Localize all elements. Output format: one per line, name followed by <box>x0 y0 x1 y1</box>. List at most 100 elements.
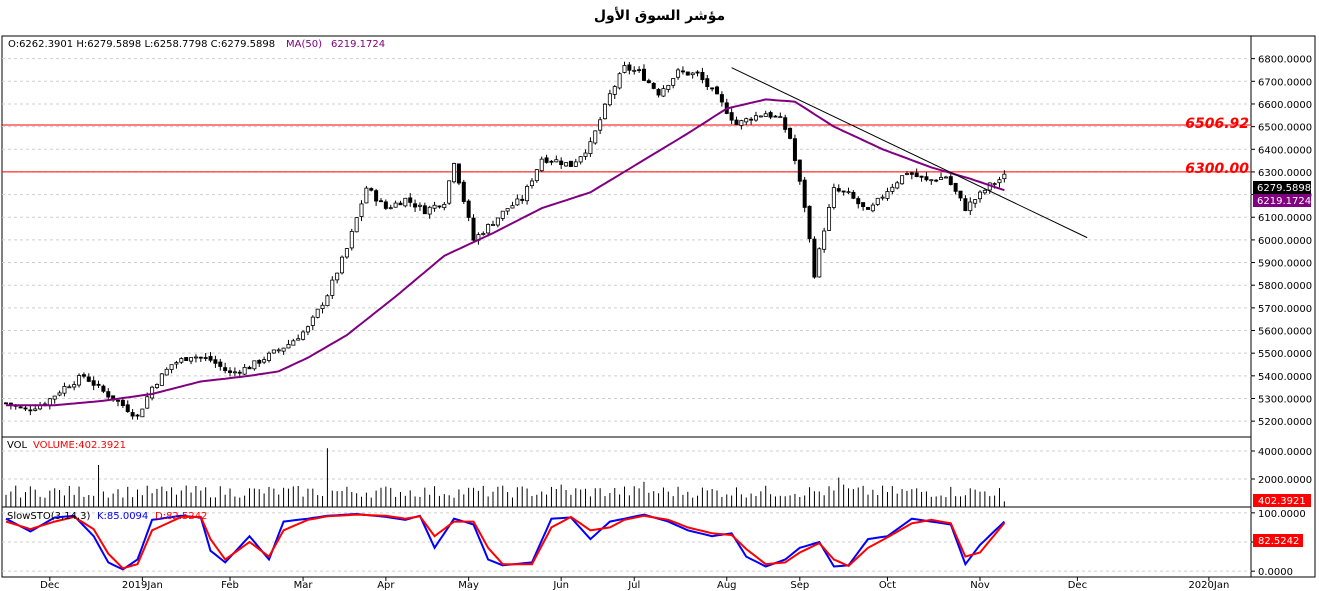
candle-body <box>593 130 598 144</box>
candle-body <box>622 65 627 73</box>
candle-body <box>72 384 77 388</box>
candle-body <box>773 115 778 118</box>
candle-body <box>286 344 291 349</box>
candle-body <box>184 357 189 361</box>
last-price-text: 6279.5898 <box>1257 183 1311 194</box>
ma-value-readout: 6219.1724 <box>331 39 385 50</box>
candle-body <box>101 385 106 392</box>
candle-body <box>228 370 233 373</box>
candle-body <box>4 402 9 405</box>
candle-body <box>281 347 286 352</box>
candle-body <box>534 169 539 182</box>
candle-body <box>909 172 914 175</box>
stochastic-tick-label: 100.0000 <box>1258 509 1306 520</box>
candle-body <box>67 386 72 389</box>
last-price-tag <box>1253 181 1311 194</box>
candle-body <box>486 224 491 234</box>
candle-body <box>374 190 379 202</box>
candle-body <box>340 256 345 274</box>
candle-body <box>841 190 846 193</box>
price-tick-label: 5200.0000 <box>1258 417 1312 428</box>
candle-body <box>145 396 150 409</box>
chart-title: مؤشر السوق الأول <box>593 8 726 24</box>
candle-body <box>856 198 861 205</box>
price-panel-frame <box>1 35 1252 438</box>
x-tick-label: Nov <box>970 580 990 591</box>
ma-value-tag <box>1253 194 1311 207</box>
price-tick-label: 6500.0000 <box>1258 123 1312 134</box>
candle-body <box>953 182 958 192</box>
candle-body <box>676 69 681 78</box>
candle-body <box>788 127 793 139</box>
candle-body <box>427 206 432 215</box>
volume-readout: VOLUME:402.3921 <box>33 440 126 451</box>
candle-body <box>242 366 247 375</box>
stochastic-tick-label: 0.0000 <box>1258 567 1293 578</box>
candle-body <box>408 197 413 203</box>
candle-body <box>578 156 583 163</box>
candle-body <box>413 203 418 208</box>
x-tick-label: 2020Jan <box>1188 580 1229 591</box>
candle-body <box>1002 173 1007 180</box>
candle-body <box>81 374 86 377</box>
candle-body <box>715 86 720 95</box>
candle-body <box>939 177 944 180</box>
candle-body <box>481 233 486 235</box>
candle-body <box>846 191 851 194</box>
candle-body <box>900 175 905 185</box>
candle-body <box>943 176 948 179</box>
candle-body <box>865 207 870 210</box>
candle-body <box>461 181 466 202</box>
x-tick-label: Mar <box>294 580 314 591</box>
candle-body <box>393 202 398 208</box>
candle-body <box>880 196 885 199</box>
candle-body <box>539 158 544 172</box>
candle-body <box>330 279 335 296</box>
price-tick-label: 5800.0000 <box>1258 281 1312 292</box>
candle-body <box>666 84 671 90</box>
candle-body <box>739 120 744 126</box>
candle-body <box>398 202 403 206</box>
candle-body <box>544 157 549 163</box>
price-tick-label: 5300.0000 <box>1258 394 1312 405</box>
candle-body <box>700 71 705 81</box>
candle-body <box>247 366 252 370</box>
candle-body <box>456 163 461 184</box>
candle-body <box>919 175 924 178</box>
candle-body <box>802 179 807 208</box>
candle-body <box>369 188 374 191</box>
candle-body <box>904 173 909 175</box>
candle-body <box>792 138 797 161</box>
candle-body <box>159 373 164 386</box>
stochastic-panel-label: SlowSTO(3,14,3) <box>7 511 90 522</box>
volume-last-tag <box>1253 494 1311 507</box>
candle-body <box>403 197 408 207</box>
candle-body <box>257 359 262 364</box>
candle-body <box>758 115 763 118</box>
x-tick-label: Feb <box>221 580 239 591</box>
candle-body <box>656 88 661 96</box>
stochastic-k-readout: K:85.0094 <box>97 511 148 522</box>
candle-body <box>529 180 534 187</box>
candle-body <box>685 71 690 76</box>
candle-body <box>266 352 271 361</box>
candle-body <box>320 304 325 309</box>
candle-body <box>958 190 963 199</box>
candle-body <box>564 162 569 167</box>
trendline <box>731 67 1088 239</box>
candle-body <box>749 118 754 121</box>
candle-body <box>359 203 364 217</box>
candle-body <box>627 64 632 71</box>
candle-body <box>870 204 875 212</box>
candle-body <box>417 204 422 207</box>
price-tick-label: 6400.0000 <box>1258 145 1312 156</box>
candle-body <box>559 160 564 166</box>
candle-body <box>28 409 33 412</box>
candle-body <box>130 412 135 417</box>
volume-tick-label: 4000.0000 <box>1258 447 1312 458</box>
candle-body <box>500 210 505 219</box>
candle-body <box>603 103 608 120</box>
candle-body <box>447 180 452 204</box>
candle-body <box>140 408 145 418</box>
